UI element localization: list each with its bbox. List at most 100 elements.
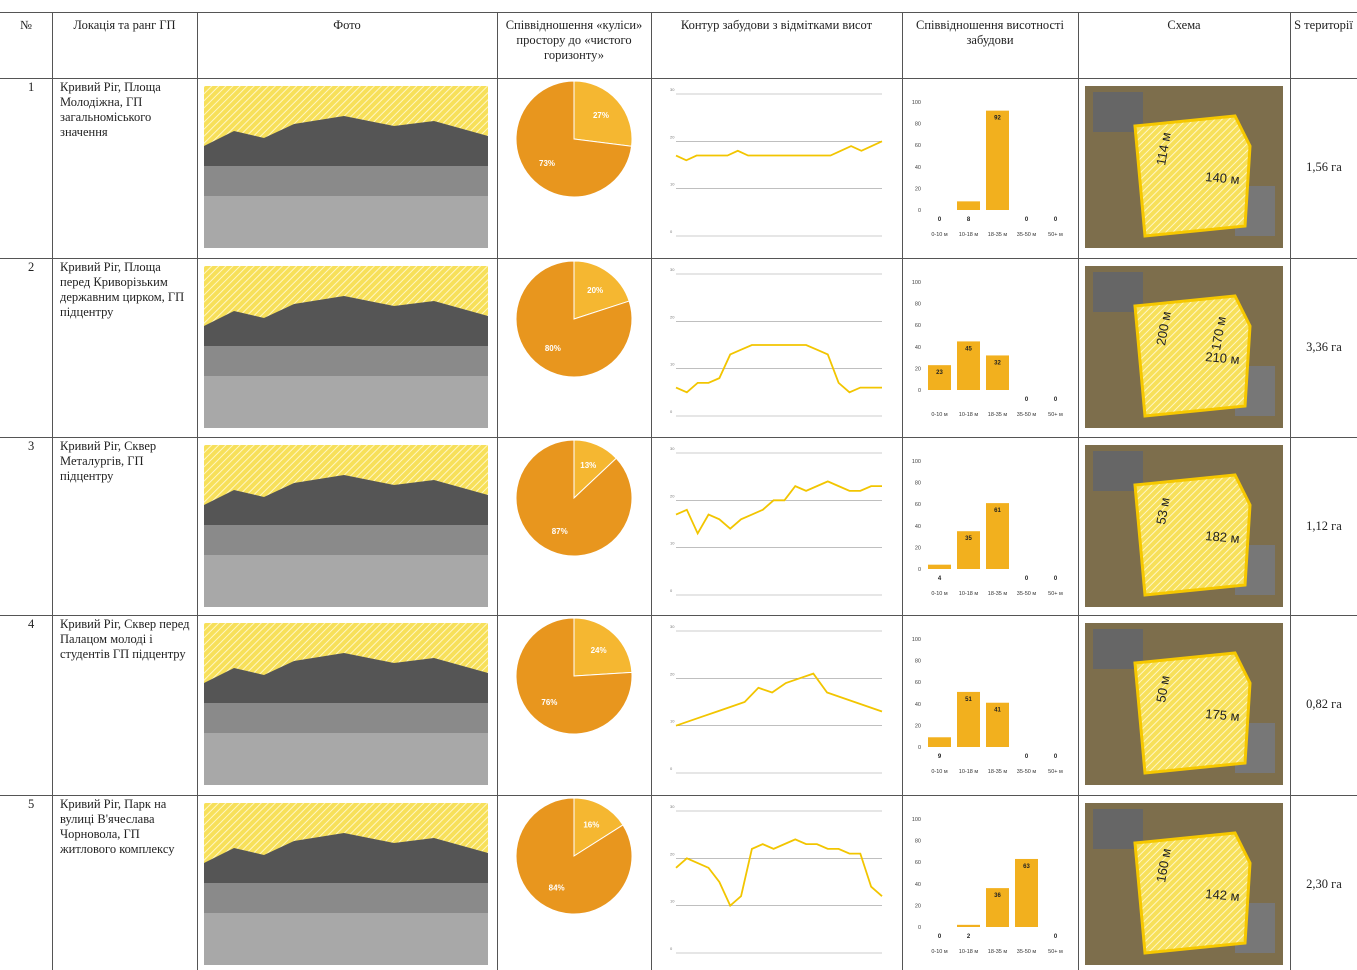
area: 1,56 га (1306, 160, 1342, 174)
bar-label: 0 (1054, 576, 1058, 582)
x-tick-label: 0-10 м (931, 591, 948, 597)
column-rule (1078, 12, 1079, 970)
pie-label: 84% (549, 884, 565, 893)
cell-graphic (204, 803, 488, 965)
y-tick-label: 0 (918, 208, 921, 214)
bar (957, 341, 980, 390)
pie-label: 16% (583, 820, 599, 829)
bar (928, 365, 951, 390)
dimension-label: 200 м (1153, 310, 1174, 346)
area: 0,82 га (1306, 697, 1342, 711)
y-tick-label: 100 (912, 817, 921, 823)
column-rule (497, 12, 498, 970)
y-tick-label: 60 (915, 143, 921, 149)
bar-label: 63 (1023, 864, 1030, 870)
contour-line (675, 140, 883, 162)
bar-label: 41 (994, 708, 1001, 714)
y-tick-label: 20 (915, 903, 921, 909)
y-tick-label: 0 (670, 409, 673, 414)
x-tick-label: 18-35 м (988, 949, 1008, 955)
column-rule (1290, 12, 1291, 970)
cell-graphic: 20% 80% (515, 260, 633, 378)
cell-graphic: 0 20 40 60 80 100 9 0-10 м 51 10-18 м 41 18-35 м 0 35… (912, 637, 1063, 775)
pie-label: 80% (545, 344, 561, 353)
bar (986, 355, 1009, 390)
y-tick-label: 0 (918, 388, 921, 394)
dimension-label: 140 м (1205, 169, 1240, 187)
dimension-label: 175 м (1205, 706, 1240, 724)
contour-line (675, 344, 882, 394)
cell-graphic: 0 10 20 30 (670, 624, 883, 774)
contour-line (675, 480, 882, 536)
x-tick-label: 35-50 м (1017, 949, 1037, 955)
pie-slice (515, 80, 633, 198)
y-tick-label: 20 (670, 851, 675, 856)
y-tick-label: 40 (915, 165, 921, 171)
photo-ground (204, 555, 488, 607)
y-tick-label: 30 (670, 446, 675, 451)
y-tick-label: 10 (670, 182, 675, 187)
y-tick-label: 40 (915, 882, 921, 888)
dimension-label: 170 м (1208, 315, 1229, 351)
bar (986, 702, 1009, 747)
y-tick-label: 20 (670, 314, 675, 319)
site-outline (1133, 114, 1252, 238)
y-tick-label: 60 (915, 860, 921, 866)
x-tick-label: 18-35 м (988, 412, 1008, 418)
cell-graphic: 0 20 40 60 80 100 0 0-10 м 2 10-18 м 36 18-35 м 63 35… (912, 817, 1063, 955)
y-tick-label: 100 (912, 100, 921, 106)
cell-graphic: 160 м 142 м (1085, 803, 1283, 965)
bar-label: 0 (938, 217, 942, 223)
site-outline (1133, 294, 1252, 418)
x-tick-label: 50+ м (1048, 769, 1063, 775)
y-tick-label: 20 (670, 134, 675, 139)
bar-label: 4 (938, 576, 942, 582)
photo-skyline (204, 653, 488, 703)
cell-graphic: 53 м 182 м (1085, 445, 1283, 607)
x-tick-label: 50+ м (1048, 412, 1063, 418)
cell-graphic: 0 20 40 60 80 100 23 0-10 м 45 10-18 м 32 18-35 м 0 3… (912, 280, 1063, 418)
dimension-label: 114 м (1153, 131, 1174, 166)
bar (957, 201, 980, 210)
photo-ground (204, 376, 488, 428)
site-outline (1133, 831, 1252, 955)
x-tick-label: 0-10 м (931, 949, 948, 955)
y-tick-label: 40 (915, 345, 921, 351)
pie-slice (515, 439, 633, 557)
column-rule (52, 12, 53, 970)
row-number: 2 (28, 260, 35, 274)
y-tick-label: 80 (915, 481, 921, 487)
y-tick-label: 30 (670, 87, 675, 92)
bar-label: 36 (994, 893, 1001, 899)
cell-graphic: 13% 87% (515, 439, 633, 557)
location: Кривий Ріг, Площа Молодіжна, ГП загально… (60, 80, 161, 139)
dimension-label: 210 м (1205, 349, 1240, 367)
pie-label: 20% (587, 286, 603, 295)
location: Кривий Ріг, Сквер Металургів, ГП підцент… (60, 439, 157, 483)
cell-graphic (204, 445, 488, 607)
row-rule (0, 78, 1357, 79)
y-tick-label: 20 (915, 186, 921, 192)
x-tick-label: 10-18 м (959, 412, 979, 418)
y-tick-label: 20 (670, 493, 675, 498)
y-tick-label: 10 (670, 899, 675, 904)
y-tick-label: 20 (915, 366, 921, 372)
y-tick-label: 80 (915, 659, 921, 665)
pie-label: 76% (541, 698, 557, 707)
cell-graphic: 0 20 40 60 80 100 0 0-10 м 8 10-18 м 92 18-35 м 0 35-… (912, 100, 1063, 238)
location: Кривий Ріг, Парк на вулиці В'ячеслава Чо… (60, 797, 175, 856)
dimension-label: 182 м (1205, 528, 1240, 546)
y-tick-label: 10 (670, 362, 675, 367)
bar-label: 0 (1054, 217, 1058, 223)
x-tick-label: 35-50 м (1017, 591, 1037, 597)
column-rule (902, 12, 903, 970)
contour-line (675, 838, 883, 908)
pie-slice (515, 797, 633, 915)
x-tick-label: 50+ м (1048, 949, 1063, 955)
photo-skyline (204, 116, 488, 166)
pie-label: 27% (593, 111, 609, 120)
cell-graphic: 0 10 20 30 (670, 87, 883, 237)
dimension-label: 160 м (1153, 847, 1174, 883)
dimension-label: 142 м (1205, 886, 1240, 904)
area: 3,36 га (1306, 340, 1342, 354)
